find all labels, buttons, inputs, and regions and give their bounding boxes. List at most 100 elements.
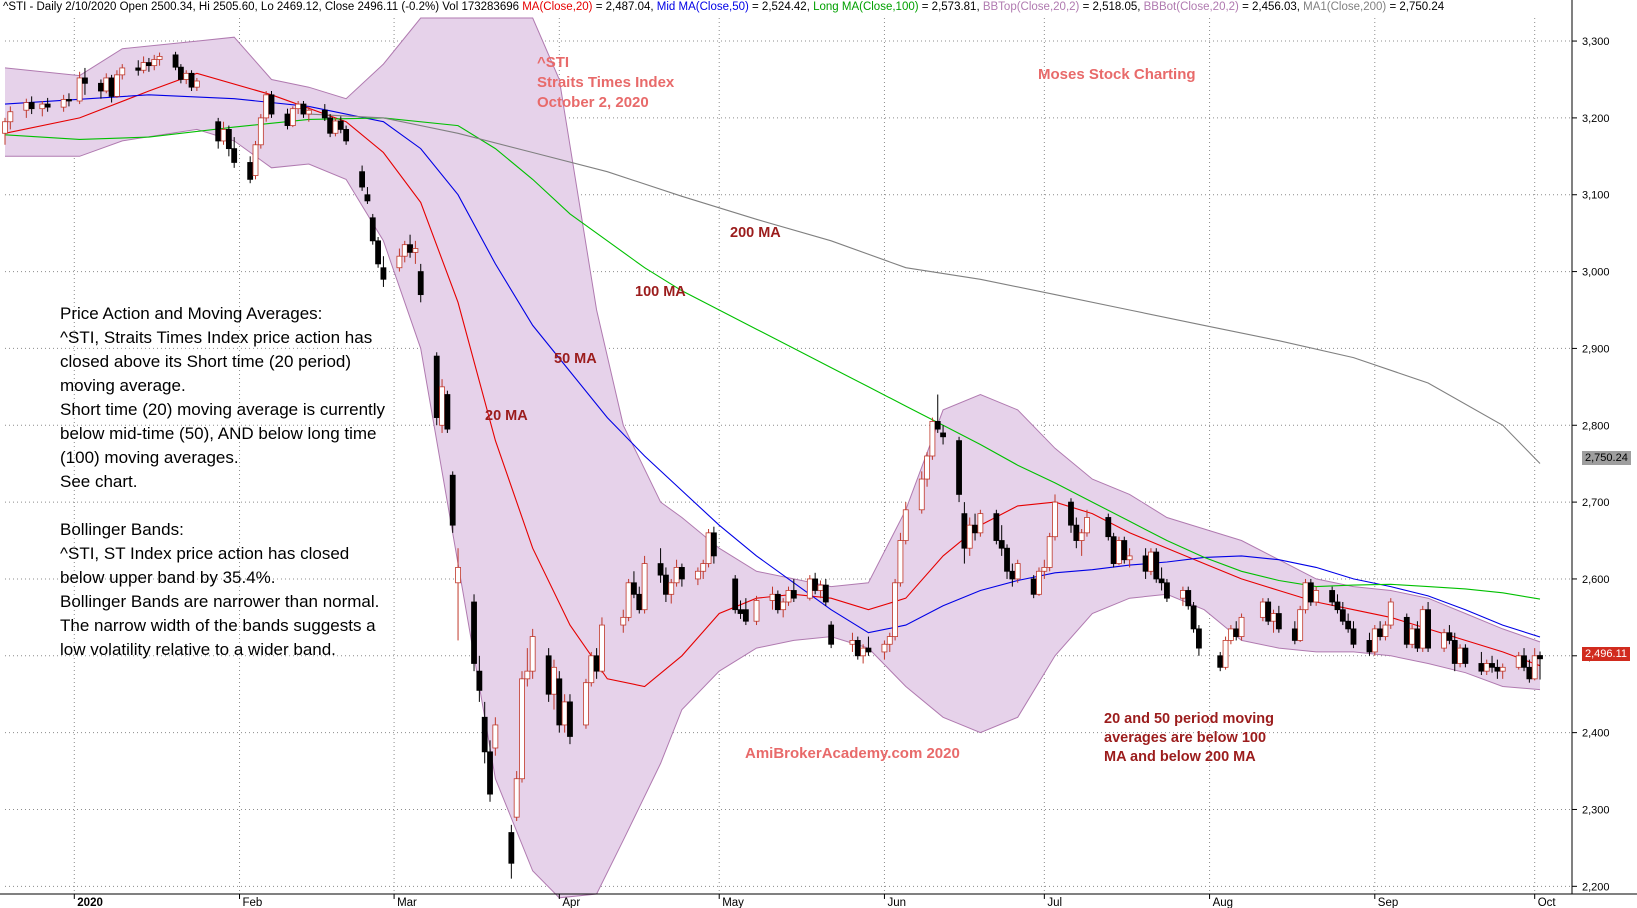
candle-up [1297, 605, 1304, 642]
header-segment: BBTop(Close,20,2) [982, 1, 1080, 13]
x-tick-label: Sep [1378, 897, 1398, 908]
y-tick-label: 2,800 [1582, 420, 1610, 432]
candle-down [1345, 613, 1352, 633]
candle-body [705, 532, 712, 564]
candle-up [700, 559, 707, 579]
candle-body [732, 578, 739, 611]
candle-body [1073, 524, 1080, 541]
candle-body [220, 129, 227, 142]
candle-up [332, 117, 339, 137]
candle-body [140, 62, 147, 71]
y-tick-label: 3,200 [1582, 113, 1610, 125]
header-segment: = 2,573.81, [918, 1, 983, 13]
x-tick-label: Feb [243, 897, 263, 908]
commentary-line: low volatility relative to a wider band. [60, 640, 336, 659]
commentary-line: below upper band by 35.4%. [60, 568, 276, 587]
candle-body [188, 72, 195, 88]
candle-down [1185, 586, 1192, 610]
candle-body [620, 616, 627, 626]
candle-up [252, 140, 259, 180]
candle-body [993, 513, 1000, 541]
candle-body [215, 121, 222, 142]
candle-body [60, 99, 67, 108]
header-segment: Long MA(Close,100) [813, 1, 919, 13]
candle-up [1382, 621, 1389, 641]
candle-body [1494, 666, 1501, 672]
candle-body [1068, 501, 1074, 526]
y-tick-label: 2,400 [1582, 728, 1610, 740]
candle-up [1441, 628, 1447, 652]
watermark: AmiBrokerAcademy.com 2020 [745, 745, 960, 762]
candle-down [66, 93, 72, 107]
candle-down [471, 594, 477, 672]
candle-body [1297, 609, 1304, 641]
candle-down [1190, 602, 1197, 633]
commentary-line: closed above its Short time (20 period) [60, 352, 352, 371]
candle-up [780, 598, 787, 618]
candle-body [98, 82, 104, 92]
candle-body [1110, 536, 1117, 564]
candle-down [327, 114, 334, 138]
candle-up [1014, 559, 1021, 583]
candle-down [934, 394, 941, 433]
candle-body [1233, 628, 1240, 637]
candle-up [806, 575, 813, 601]
candle-body [327, 117, 334, 134]
candle-up [705, 529, 712, 568]
candle-body [1382, 624, 1389, 637]
candle-body [76, 77, 83, 102]
candle-down [1004, 544, 1010, 579]
candle-body [1222, 640, 1229, 668]
x-tick-label: Apr [562, 897, 580, 908]
candle-body [998, 540, 1005, 549]
candle-body [694, 570, 701, 580]
header-segment: = 2,750.24 [1386, 1, 1445, 13]
candle-body [146, 62, 152, 67]
candle-down [1403, 613, 1410, 649]
candle-body [631, 582, 637, 595]
candle-down [710, 526, 717, 564]
commentary-line [60, 494, 385, 518]
candle-up [1387, 598, 1394, 629]
candle-body [247, 162, 254, 180]
candle-up [753, 595, 760, 626]
bollinger-top-line [4, 17, 1541, 643]
candle-up [1457, 644, 1463, 668]
candle-body [263, 94, 270, 119]
candle-down [956, 436, 962, 503]
candle-body [567, 701, 573, 737]
candle-body [679, 567, 685, 580]
candle-down [188, 70, 195, 91]
candle-down [790, 578, 797, 602]
candle-body [663, 574, 669, 595]
candle-body [380, 267, 387, 280]
candle-body [774, 593, 781, 611]
candle-body [1371, 628, 1378, 653]
candle-body [66, 99, 72, 102]
candle-up [583, 678, 589, 729]
candle-up [1419, 605, 1426, 652]
candle-body [1334, 601, 1341, 611]
candle-down [631, 571, 637, 599]
candle-down [1265, 598, 1272, 626]
candle-body [407, 244, 413, 253]
candle-down [343, 125, 350, 145]
bottom-note-line-2: averages are below 100 [1104, 730, 1267, 746]
candle-body [156, 56, 163, 60]
candle-body [257, 117, 264, 146]
candle-up [1222, 636, 1229, 670]
candle-down [321, 104, 328, 121]
candle-body [519, 678, 525, 780]
candle-body [1046, 536, 1053, 568]
candle-down [444, 390, 451, 433]
commentary-line: below mid-time (50), AND below long time [60, 424, 377, 443]
candle-body [1377, 628, 1384, 637]
candle-up [1084, 509, 1090, 537]
candle-down [487, 740, 493, 802]
sti-title-line-3: October 2, 2020 [537, 94, 649, 111]
candle-up [524, 648, 531, 687]
candle-body [588, 655, 595, 684]
bollinger-band-fill [5, 18, 1540, 898]
candle-down [1329, 586, 1336, 606]
candle-up [886, 632, 893, 652]
